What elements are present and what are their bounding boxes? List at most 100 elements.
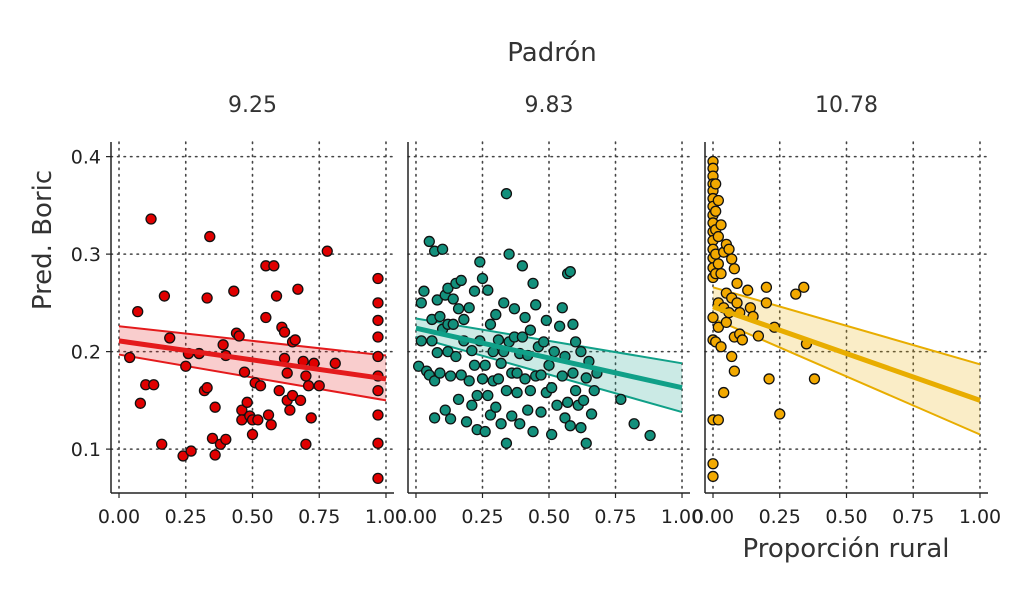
- data-point: [712, 230, 724, 243]
- data-point: [492, 373, 505, 385]
- data-point: [556, 370, 568, 382]
- y-tick-label: 0.3: [71, 244, 101, 266]
- data-point: [535, 369, 547, 381]
- data-point: [561, 396, 574, 408]
- data-point: [553, 320, 566, 332]
- data-point: [508, 303, 521, 315]
- data-point: [490, 308, 502, 321]
- data-point: [466, 399, 478, 411]
- data-point: [715, 267, 727, 280]
- data-point: [458, 313, 470, 326]
- data-point: [516, 260, 529, 272]
- data-point: [204, 230, 216, 243]
- data-point: [538, 336, 550, 348]
- data-point: [575, 422, 587, 434]
- data-point: [463, 302, 475, 314]
- x-tick-label: 0.25: [759, 506, 801, 528]
- data-point: [289, 334, 301, 346]
- data-point: [524, 384, 537, 397]
- data-point: [158, 290, 171, 302]
- data-point: [265, 419, 277, 431]
- facet-strip-label: 10.78: [815, 93, 878, 118]
- data-point: [302, 380, 315, 392]
- data-point: [569, 336, 582, 348]
- data-point: [511, 367, 523, 379]
- data-point: [519, 311, 531, 324]
- data-point: [482, 389, 494, 402]
- data-point: [808, 373, 821, 385]
- data-point: [372, 331, 384, 343]
- data-point: [712, 414, 724, 426]
- data-point: [455, 274, 467, 287]
- data-point: [418, 285, 430, 297]
- data-point: [209, 449, 221, 461]
- facet-panel-1: 9.25 0.00 0.25 0.50 0.75 1.00 0.1 0.2 0.3 0.4: [71, 93, 407, 528]
- data-point: [372, 350, 384, 363]
- data-point: [712, 321, 724, 333]
- data-point: [774, 408, 786, 420]
- data-point: [145, 213, 157, 225]
- data-point: [707, 311, 719, 324]
- data-point: [543, 359, 555, 371]
- data-point: [452, 303, 465, 315]
- data-point: [372, 384, 384, 397]
- data-point: [471, 389, 483, 402]
- data-point: [185, 445, 197, 457]
- data-point: [720, 316, 733, 329]
- data-point: [180, 360, 192, 372]
- data-point: [760, 281, 773, 293]
- data-point: [372, 314, 384, 327]
- data-point: [710, 178, 722, 190]
- data-point: [305, 412, 317, 424]
- data-point: [228, 285, 240, 297]
- data-point: [484, 318, 497, 330]
- data-point: [452, 393, 465, 406]
- data-point: [484, 409, 497, 421]
- data-point: [201, 292, 213, 304]
- data-point: [260, 311, 272, 324]
- band-upper-line: [118, 325, 387, 357]
- data-point: [313, 380, 325, 392]
- data-point: [736, 334, 749, 346]
- data-point: [551, 399, 563, 411]
- data-point: [431, 346, 443, 359]
- x-tick-label: 0.00: [395, 506, 437, 528]
- data-point: [431, 294, 443, 306]
- data-point: [292, 283, 304, 295]
- data-point: [567, 318, 579, 330]
- data-point: [585, 408, 598, 420]
- data-point: [254, 380, 267, 392]
- data-point: [628, 418, 640, 430]
- data-point: [423, 235, 435, 248]
- data-point: [217, 339, 229, 351]
- data-point: [412, 360, 425, 372]
- data-point: [428, 375, 441, 387]
- data-point: [569, 384, 582, 397]
- x-tick-label: 0.50: [825, 506, 867, 528]
- data-point: [728, 365, 741, 377]
- data-point: [500, 188, 513, 200]
- data-point: [434, 367, 446, 379]
- data-point: [447, 293, 459, 305]
- data-point: [281, 367, 293, 379]
- data-point: [278, 326, 291, 338]
- regression-line: [415, 325, 683, 391]
- data-point: [329, 357, 341, 369]
- data-point: [514, 418, 526, 430]
- data-point: [270, 290, 283, 302]
- data-point: [479, 359, 491, 371]
- data-point: [482, 284, 494, 296]
- data-point: [519, 373, 531, 385]
- data-point: [718, 386, 730, 399]
- data-point: [731, 297, 743, 309]
- data-point: [450, 350, 462, 363]
- data-point: [588, 384, 600, 397]
- data-point: [241, 396, 253, 408]
- data-point: [798, 281, 810, 293]
- data-point: [246, 428, 259, 441]
- y-tick-label: 0.1: [71, 439, 101, 461]
- data-point: [498, 297, 510, 309]
- data-point: [712, 194, 724, 207]
- data-point: [284, 404, 296, 416]
- data-point: [238, 366, 251, 378]
